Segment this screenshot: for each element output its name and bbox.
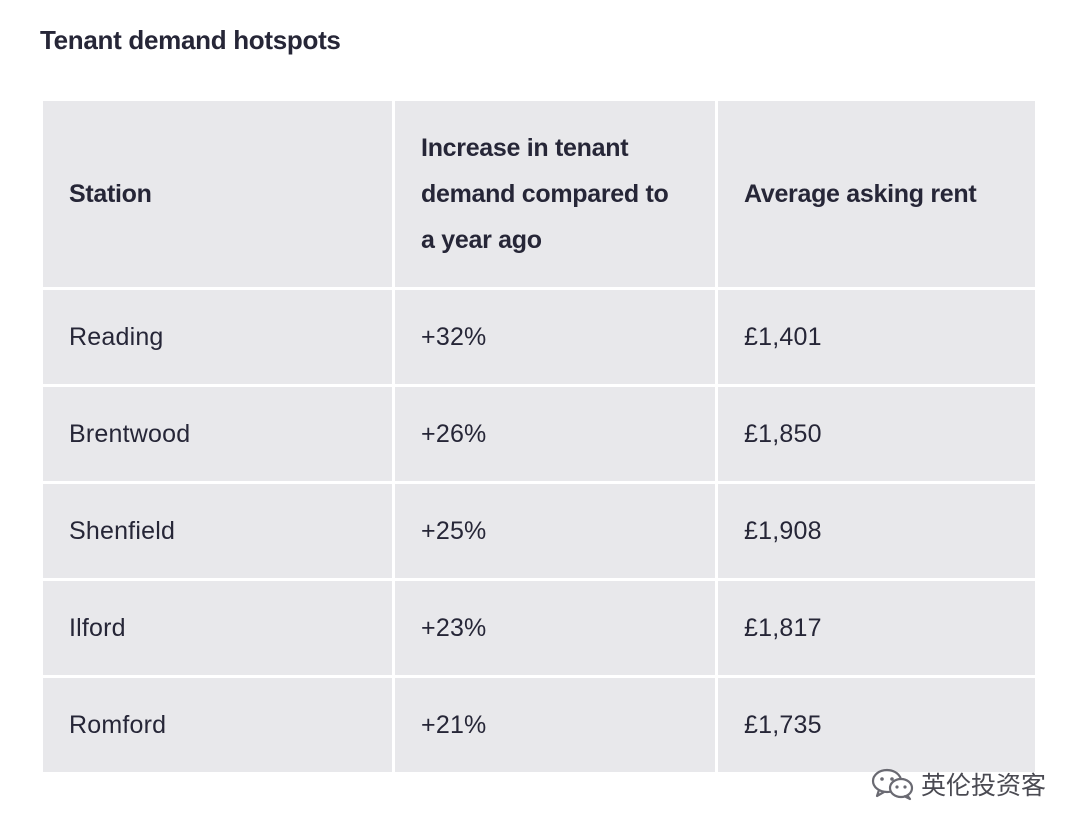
average-rent-cell: £1,401: [715, 287, 1038, 387]
station-cell: Ilford: [39, 578, 396, 678]
demand-increase-cell: +26%: [392, 384, 719, 484]
demand-increase-cell: +25%: [392, 481, 719, 581]
demand-increase-cell: +23%: [392, 578, 719, 678]
average-rent-cell: £1,817: [715, 578, 1038, 678]
average-rent-cell: £1,735: [715, 675, 1038, 775]
average-rent-cell: £1,850: [715, 384, 1038, 484]
station-cell: Romford: [39, 675, 396, 775]
average-rent-cell: £1,908: [715, 481, 1038, 581]
table-row: Brentwood +26% £1,850: [39, 384, 1038, 484]
column-header-demand-increase: Increase in tenant demand compared to a …: [392, 98, 719, 290]
wechat-icon: [871, 767, 915, 801]
table-row: Shenfield +25% £1,908: [39, 481, 1038, 581]
page-title: Tenant demand hotspots: [40, 25, 341, 55]
station-cell: Reading: [39, 287, 396, 387]
column-header-average-rent: Average asking rent: [715, 98, 1038, 290]
table-row: Romford +21% £1,735: [39, 675, 1038, 775]
demand-increase-cell: +21%: [392, 675, 719, 775]
table-row: Reading +32% £1,401: [39, 287, 1038, 387]
hotspots-table: Station Increase in tenant demand compar…: [39, 98, 1038, 775]
column-header-station: Station: [39, 98, 396, 290]
station-cell: Shenfield: [39, 481, 396, 581]
watermark: 英伦投资客: [871, 766, 1046, 802]
watermark-text: 英伦投资客: [920, 771, 1046, 800]
table-header-row: Station Increase in tenant demand compar…: [39, 98, 1038, 290]
station-cell: Brentwood: [39, 384, 396, 484]
demand-increase-cell: +32%: [392, 287, 719, 387]
table-row: Ilford +23% £1,817: [39, 578, 1038, 678]
